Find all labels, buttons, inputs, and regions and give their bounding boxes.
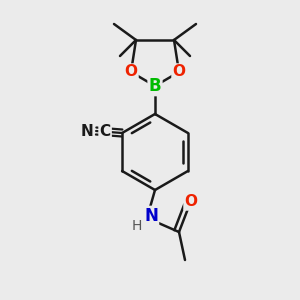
Text: O: O — [172, 64, 185, 80]
Text: O: O — [124, 64, 137, 80]
Text: B: B — [149, 77, 161, 95]
Text: H: H — [132, 219, 142, 233]
Text: N: N — [81, 124, 94, 139]
Text: O: O — [184, 194, 197, 209]
Text: C: C — [100, 124, 111, 139]
Text: N: N — [144, 207, 158, 225]
